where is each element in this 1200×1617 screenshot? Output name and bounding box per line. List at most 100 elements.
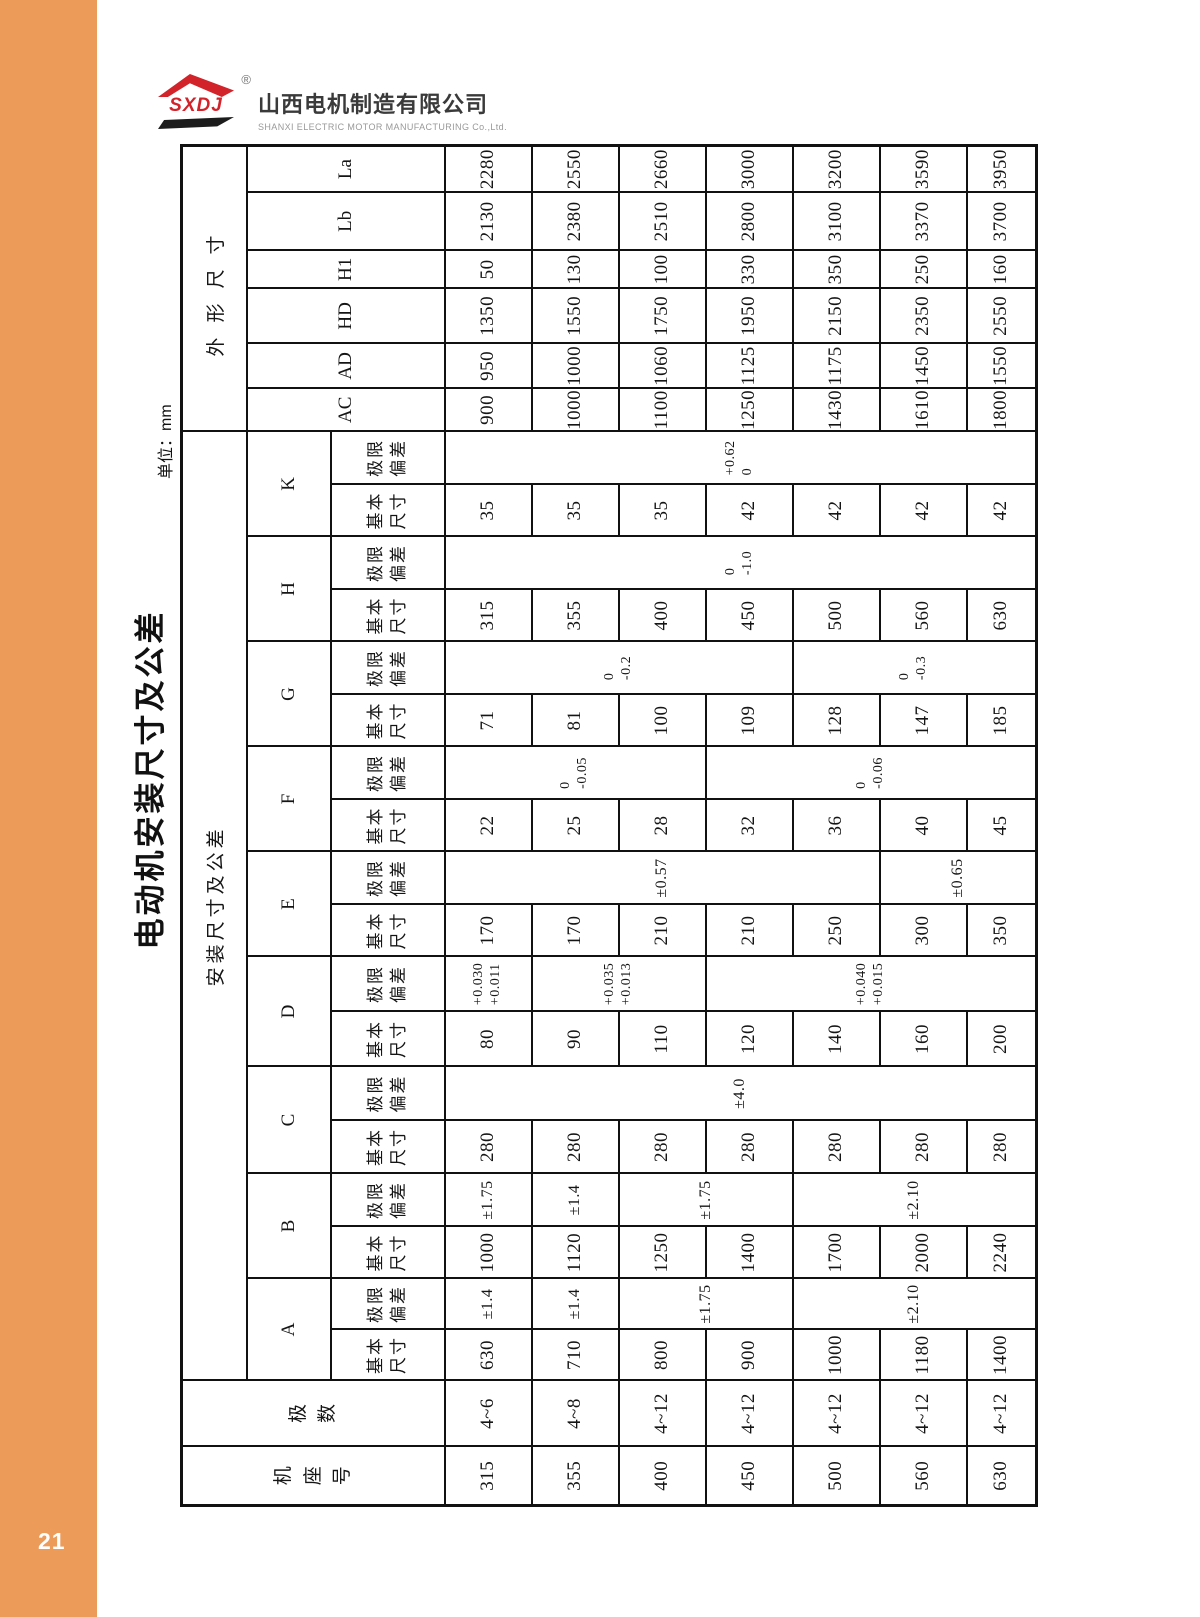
table-row: 355 4~8 710 ±1.4 1120 ±1.4 280 90 +0.035 +0.013 17… xyxy=(531,145,706,1506)
outline-cell-AD: 1125 xyxy=(705,343,793,389)
table-row: 315 4~6 630 ±1.4 1000 ±1.75 280 ±4.0 80 +0.030 +0.… xyxy=(444,145,1037,1506)
header-poles-char: 数 xyxy=(317,1404,339,1424)
sublabel-line: 基本 xyxy=(366,491,386,530)
header-basic-H: 基本 尺寸 xyxy=(330,589,445,642)
tolerance-cell-D: +0.040 +0.015 xyxy=(705,956,1037,1012)
basic-cell-G: 100 xyxy=(618,694,706,747)
header-frame-char: 号 xyxy=(331,1466,353,1486)
basic-cell-B: 2240 xyxy=(966,1226,1037,1279)
tolerance-cell-A: ±1.4 xyxy=(444,1278,532,1330)
sublabel-line: 偏差 xyxy=(388,544,408,582)
sublabel-line: 基本 xyxy=(366,1233,386,1272)
header-outline-group: 外形尺寸 xyxy=(181,145,247,432)
outline-cell-AC: 1610 xyxy=(879,388,967,432)
basic-cell-H: 400 xyxy=(618,589,706,642)
outline-cell-Lb: 3370 xyxy=(879,192,967,251)
registered-trademark-icon: ® xyxy=(241,72,251,87)
sublabel-line: 尺寸 xyxy=(388,596,408,635)
outline-cell-AD: 950 xyxy=(444,343,532,389)
basic-cell-A: 630 xyxy=(444,1329,532,1381)
basic-cell-H: 355 xyxy=(531,589,619,642)
tolerance-cell-A: ±2.10 xyxy=(792,1278,1037,1330)
tolerance-cell-H: 0 -1.0 xyxy=(444,536,1037,590)
sublabel-line: 基本 xyxy=(366,701,386,740)
tolerance-cell-D: +0.030 +0.011 xyxy=(444,956,532,1012)
basic-cell-G: 71 xyxy=(444,694,532,747)
outline-cell-H1: 160 xyxy=(966,250,1037,289)
tolerance-lower: -0.06 xyxy=(870,757,886,789)
sublabel-line: 尺寸 xyxy=(388,806,408,845)
basic-cell-F: 45 xyxy=(966,799,1037,852)
outline-cell-Lb: 2800 xyxy=(705,192,793,251)
sublabel-line: 偏差 xyxy=(388,1074,408,1113)
header-frame-char: 机 xyxy=(273,1466,295,1486)
outline-cell-AC: 1430 xyxy=(792,388,880,432)
outline-cell-HD: 2550 xyxy=(966,288,1037,344)
basic-cell-E: 350 xyxy=(966,904,1037,957)
tolerance-stack: +0.040 +0.015 xyxy=(854,963,888,1005)
basic-cell-C: 280 xyxy=(531,1120,619,1174)
outline-cell-Lb: 2380 xyxy=(531,192,619,251)
sublabel-line: 偏差 xyxy=(388,1285,408,1323)
sublabel-line: 极限 xyxy=(366,754,386,792)
title-band: 电动机安装尺寸及公差 单位：mm xyxy=(125,147,180,1507)
tolerance-cell-B: ±2.10 xyxy=(792,1173,1037,1227)
tolerance-stack: 0 -0.05 xyxy=(558,757,592,789)
tolerance-cell-G: 0 -0.2 xyxy=(444,641,793,695)
basic-cell-E: 170 xyxy=(444,904,532,957)
outline-cell-H1: 130 xyxy=(531,250,619,289)
outline-cell-La: 3200 xyxy=(792,145,880,193)
basic-cell-G: 147 xyxy=(879,694,967,747)
sublabel-line: 基本 xyxy=(366,806,386,845)
table-body: 315 4~6 630 ±1.4 1000 ±1.75 280 ±4.0 80 +0.030 +0.… xyxy=(444,145,1037,1506)
tolerance-cell-D: +0.035 +0.013 xyxy=(531,956,706,1012)
basic-cell-B: 1700 xyxy=(792,1226,880,1279)
basic-cell-K: 42 xyxy=(705,484,793,537)
outline-cell-Lb: 2510 xyxy=(618,192,706,251)
tolerance-cell-F: 0 -0.06 xyxy=(705,746,1037,800)
sublabel-line: 尺寸 xyxy=(388,1020,408,1058)
basic-cell-F: 22 xyxy=(444,799,532,852)
company-name-en: SHANXI ELECTRIC MOTOR MANUFACTURING Co.,… xyxy=(258,122,507,132)
frame-cell: 560 xyxy=(879,1446,967,1506)
tolerance-lower: +0.011 xyxy=(488,963,503,1006)
outline-cell-AD: 1000 xyxy=(531,343,619,389)
table-head: 机座号极数安装尺寸及公差 外形尺寸 A B C D E F G H K AC AD HD H1 Lb La 基本尺… xyxy=(181,145,445,1506)
header-basic-E: 基本 尺寸 xyxy=(330,904,445,957)
tolerance-stack: 0 -1.0 xyxy=(723,551,757,575)
header-col-F: F xyxy=(246,746,331,852)
poles-cell: 4~6 xyxy=(444,1380,532,1447)
basic-cell-H: 450 xyxy=(705,589,793,642)
header-deviation-E: 极限 偏差 xyxy=(330,851,445,905)
basic-cell-G: 128 xyxy=(792,694,880,747)
outline-cell-HD: 2150 xyxy=(792,288,880,344)
basic-cell-C: 280 xyxy=(444,1120,532,1174)
basic-cell-A: 800 xyxy=(618,1329,706,1381)
header-col-K: K xyxy=(246,431,331,537)
sublabel-line: 极限 xyxy=(366,1074,386,1113)
rotated-sheet: 电动机安装尺寸及公差 单位：mm 机座号极数安装尺寸及公差 外形尺寸 A B C D E F G… xyxy=(125,143,1038,1507)
basic-cell-F: 36 xyxy=(792,799,880,852)
tolerance-upper: +0.040 xyxy=(853,962,869,1006)
sublabel-line: 尺寸 xyxy=(388,491,408,530)
outline-cell-AD: 1175 xyxy=(792,343,880,389)
outline-cell-La: 2660 xyxy=(618,145,706,193)
basic-cell-D: 120 xyxy=(705,1011,793,1067)
outline-cell-AC: 1000 xyxy=(531,388,619,432)
poles-cell: 4~12 xyxy=(879,1380,967,1447)
basic-cell-A: 710 xyxy=(531,1329,619,1381)
basic-cell-F: 28 xyxy=(618,799,706,852)
frame-cell: 500 xyxy=(792,1446,880,1506)
sublabel-line: 极限 xyxy=(366,1285,386,1323)
header-col-H1: H1 xyxy=(246,250,445,289)
outline-cell-AC: 900 xyxy=(444,388,532,432)
basic-cell-F: 32 xyxy=(705,799,793,852)
outline-cell-HD: 1350 xyxy=(444,288,532,344)
header-deviation-G: 极限 偏差 xyxy=(330,641,445,695)
poles-cell: 4~12 xyxy=(966,1380,1037,1447)
sublabel-line: 偏差 xyxy=(388,754,408,792)
sublabel-line: 偏差 xyxy=(388,438,408,477)
frame-cell: 315 xyxy=(444,1446,532,1506)
header-basic-D: 基本 尺寸 xyxy=(330,1011,445,1067)
basic-cell-D: 140 xyxy=(792,1011,880,1067)
